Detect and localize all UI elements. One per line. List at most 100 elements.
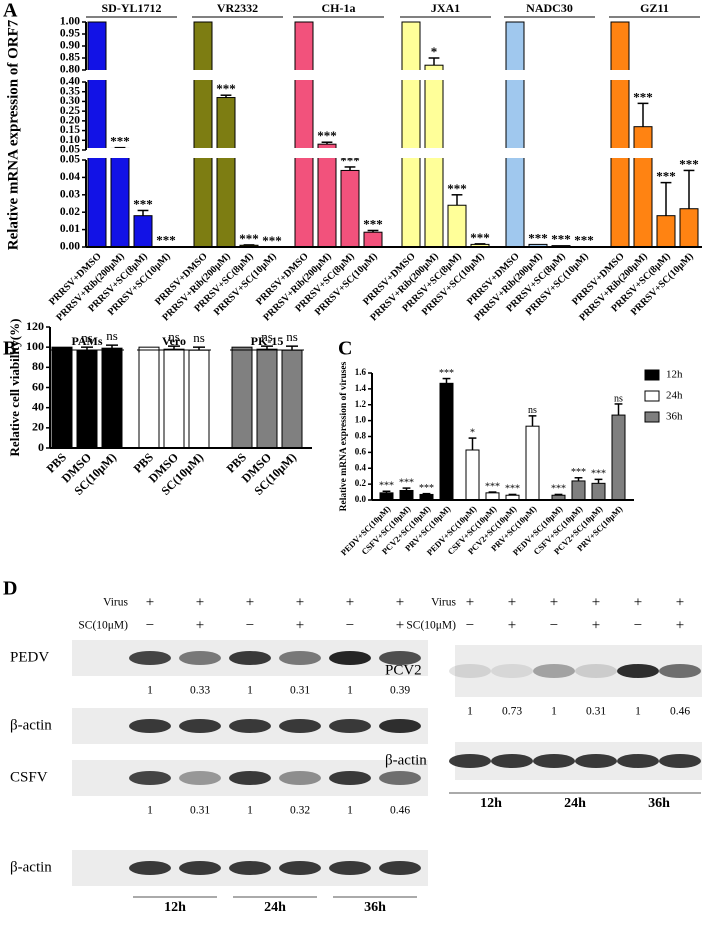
significance-label: *** bbox=[633, 89, 653, 104]
significance-label: *** bbox=[379, 481, 394, 492]
blot-label: β-actin bbox=[10, 859, 52, 875]
group-title: GZ11 bbox=[640, 1, 669, 15]
y-tick-label: 0.35 bbox=[60, 85, 80, 97]
bar bbox=[294, 21, 314, 248]
blot-band bbox=[575, 664, 617, 678]
bar bbox=[679, 208, 699, 248]
blot-band bbox=[617, 754, 659, 768]
y-tick-label: 0.2 bbox=[355, 478, 367, 488]
significance-label: ns bbox=[286, 329, 298, 344]
blot-label: β-actin bbox=[385, 752, 427, 768]
bar bbox=[101, 347, 123, 449]
bar bbox=[163, 348, 185, 449]
bar bbox=[76, 349, 98, 449]
legend-swatch bbox=[644, 390, 660, 402]
y-tick-label: 0.4 bbox=[355, 462, 367, 472]
blot-label: β-actin bbox=[10, 717, 52, 733]
group-title: PAMs bbox=[71, 334, 102, 348]
blot-label: CSFV bbox=[10, 769, 48, 785]
band-ratio: 1 bbox=[347, 685, 353, 697]
blot-band bbox=[659, 664, 701, 678]
bar bbox=[379, 492, 394, 501]
treatment-sign: + bbox=[296, 617, 304, 633]
bar bbox=[485, 492, 500, 501]
virus-sign: + bbox=[396, 594, 404, 610]
significance-label: ns bbox=[528, 405, 537, 416]
blot-band bbox=[449, 754, 491, 768]
band-ratio: 1 bbox=[247, 685, 253, 697]
band-ratio: 0.31 bbox=[190, 805, 210, 817]
bar bbox=[447, 204, 467, 248]
band-ratio: 1 bbox=[147, 685, 153, 697]
blot-band bbox=[179, 719, 221, 733]
significance-label: *** bbox=[591, 469, 606, 480]
bar bbox=[363, 231, 383, 248]
y-tick-label: 0.03 bbox=[60, 188, 80, 200]
panel-label: D bbox=[3, 578, 17, 600]
header-label: Virus bbox=[431, 597, 456, 609]
y-tick-label: 0.25 bbox=[60, 105, 80, 117]
band-ratio: 0.31 bbox=[586, 706, 606, 718]
blot-band bbox=[279, 651, 321, 665]
band-ratio: 0.33 bbox=[190, 685, 210, 697]
blot-band bbox=[659, 754, 701, 768]
blot-band bbox=[129, 861, 171, 875]
y-tick-label: 1.6 bbox=[355, 367, 367, 377]
blot-band bbox=[229, 651, 271, 665]
blot-band bbox=[491, 754, 533, 768]
y-tick-label: 1.0 bbox=[355, 415, 367, 425]
virus-sign: + bbox=[466, 594, 474, 610]
band-ratio: 0.73 bbox=[502, 706, 522, 718]
significance-label: *** bbox=[551, 232, 571, 247]
blot-band bbox=[229, 861, 271, 875]
blot-band bbox=[279, 771, 321, 785]
blot-band bbox=[379, 861, 421, 875]
panel-label: C bbox=[338, 338, 352, 360]
blot-band bbox=[533, 754, 575, 768]
blot-band bbox=[379, 719, 421, 733]
bar bbox=[401, 21, 421, 248]
time-label: 24h bbox=[264, 900, 286, 915]
y-tick-label: 0.95 bbox=[60, 28, 80, 40]
virus-sign: + bbox=[296, 594, 304, 610]
band-ratio: 0.46 bbox=[390, 805, 410, 817]
y-tick-label: 1.00 bbox=[60, 16, 80, 28]
time-label: 36h bbox=[648, 796, 670, 811]
bar bbox=[110, 147, 130, 248]
virus-sign: + bbox=[146, 594, 154, 610]
legend-label: 12h bbox=[666, 369, 683, 381]
virus-sign: + bbox=[634, 594, 642, 610]
y-tick-label: 0 bbox=[38, 440, 44, 454]
blot-band bbox=[279, 719, 321, 733]
y-tick-label: 0.85 bbox=[60, 52, 80, 64]
treatment-sign: − bbox=[146, 617, 154, 633]
y-axis-title: Relative mRNA expression of viruses bbox=[339, 361, 349, 511]
band-ratio: 0.46 bbox=[670, 706, 690, 718]
group-title: NADC30 bbox=[526, 1, 573, 15]
treatment-sign: + bbox=[676, 617, 684, 633]
significance-label: *** bbox=[528, 230, 548, 245]
legend-label: 36h bbox=[666, 411, 683, 423]
bar bbox=[256, 348, 278, 449]
treatment-sign: + bbox=[592, 617, 600, 633]
significance-label: *** bbox=[363, 216, 383, 231]
treatment-sign: − bbox=[466, 617, 474, 633]
blot-band bbox=[329, 771, 371, 785]
legend-swatch bbox=[644, 411, 660, 423]
blot-label: PCV2 bbox=[385, 662, 422, 678]
blot-band bbox=[129, 651, 171, 665]
y-axis-title: Relative mRNA expression of ORF7 bbox=[5, 19, 21, 250]
bar bbox=[216, 97, 236, 248]
bar bbox=[87, 21, 107, 248]
significance-label: *** bbox=[447, 181, 467, 196]
significance-label: *** bbox=[656, 169, 676, 184]
bar bbox=[633, 126, 653, 248]
bar bbox=[439, 382, 454, 501]
band-ratio: 0.39 bbox=[390, 685, 410, 697]
axis-break bbox=[82, 70, 702, 80]
significance-label: *** bbox=[551, 484, 566, 495]
blot-band bbox=[229, 771, 271, 785]
treatment-sign: − bbox=[634, 617, 642, 633]
y-tick-label: 0.6 bbox=[355, 446, 367, 456]
y-axis-title: Relative cell viability(%) bbox=[7, 319, 22, 457]
